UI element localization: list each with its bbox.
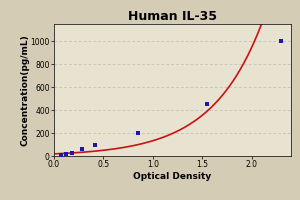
Point: [79, 148, 84, 151]
Point: [58, 154, 63, 157]
Point: [69, 151, 74, 154]
X-axis label: Optical Density: Optical Density: [134, 172, 212, 181]
Point: [136, 131, 140, 135]
Title: Human IL-35: Human IL-35: [128, 10, 217, 23]
Point: [205, 103, 209, 106]
Point: [64, 153, 68, 156]
Point: [93, 143, 98, 146]
Y-axis label: Concentration(pg/mL): Concentration(pg/mL): [20, 34, 29, 146]
Point: [279, 40, 283, 43]
